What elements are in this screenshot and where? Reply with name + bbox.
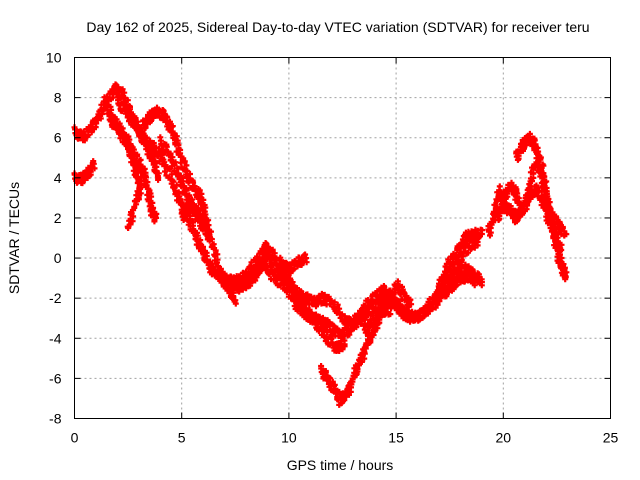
axis-ticks	[74, 57, 611, 419]
y-tick-labels: -8 -6 -4 -2 0 2 4 6 8 10	[46, 50, 62, 427]
marker-path	[440, 269, 482, 300]
x-tick-label: 25	[603, 430, 619, 446]
x-tick-label: 20	[496, 430, 512, 446]
x-tick-label: 5	[178, 430, 186, 446]
series-track-4	[105, 110, 145, 231]
series-track-16	[440, 269, 482, 300]
series-track-12	[277, 251, 310, 276]
y-tick-label: 0	[54, 250, 62, 266]
marker-path	[105, 110, 145, 231]
x-tick-label: 10	[281, 430, 297, 446]
series-track-8	[178, 200, 209, 232]
series-track-14	[360, 278, 415, 336]
y-axis-label: SDTVAR / TECUs	[6, 182, 22, 294]
series-track-15	[436, 226, 485, 293]
series-track-3	[71, 158, 98, 187]
series-track-19	[493, 182, 565, 254]
y-tick-label: 2	[54, 210, 62, 226]
marker-path	[277, 251, 310, 276]
series-track-11	[247, 247, 348, 354]
y-tick-label: -4	[49, 330, 62, 346]
y-tick-label: 10	[46, 50, 62, 66]
x-tick-label: 0	[71, 430, 79, 446]
marker-path	[436, 226, 485, 293]
marker-path	[114, 94, 228, 285]
marker-path	[493, 182, 565, 254]
series-track-5	[114, 94, 228, 285]
data-points	[71, 81, 570, 408]
marker-path	[71, 158, 98, 187]
y-tick-label: 8	[54, 90, 62, 106]
marker-path	[178, 200, 209, 232]
y-tick-label: 6	[54, 130, 62, 146]
chart-title: Day 162 of 2025, Sidereal Day-to-day VTE…	[86, 19, 589, 35]
y-tick-label: -6	[49, 370, 62, 386]
y-tick-label: -2	[49, 290, 62, 306]
y-tick-label: 4	[54, 170, 62, 186]
marker-path	[360, 278, 415, 336]
marker-path	[247, 247, 348, 354]
y-tick-label: -8	[49, 411, 62, 427]
x-tick-labels: 0 5 10 15 20 25	[71, 430, 619, 446]
x-tick-label: 15	[388, 430, 404, 446]
plot-frame	[74, 57, 611, 419]
x-axis-label: GPS time / hours	[287, 457, 394, 473]
